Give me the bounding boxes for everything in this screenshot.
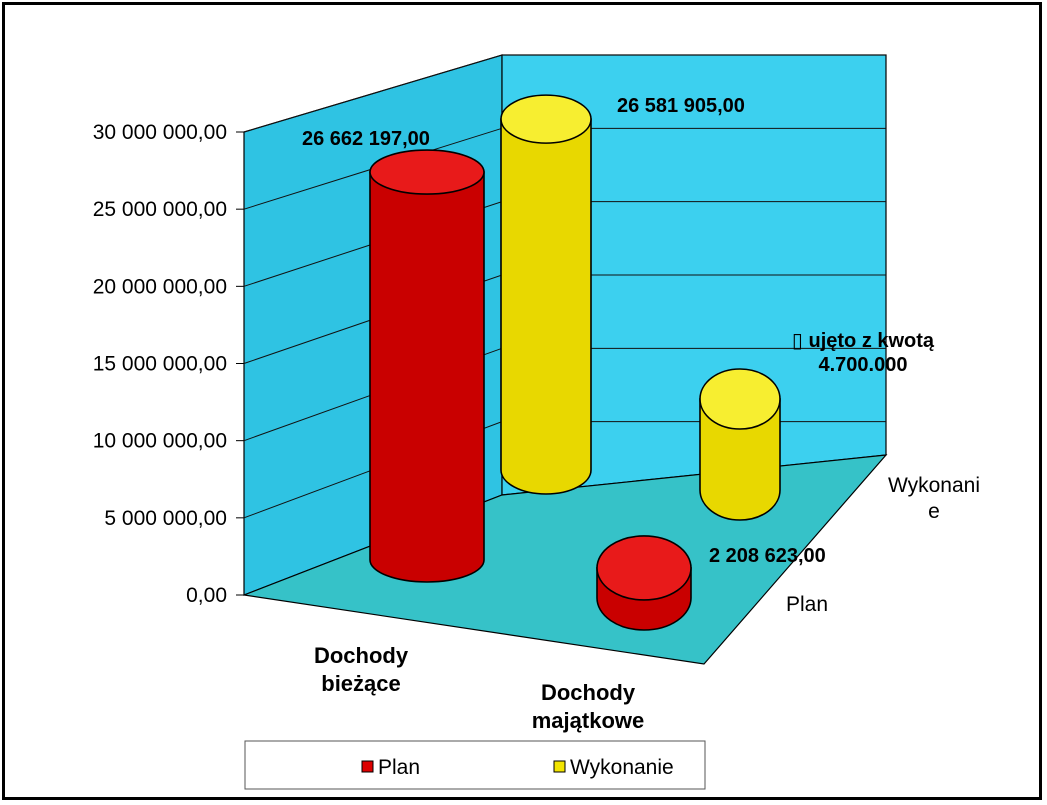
bar-plan-1 (596, 535, 692, 631)
bar-top (596, 535, 692, 601)
annotation-note: ▯ ujęto z kwotą 4.700.000 (792, 330, 935, 376)
category-label-majatkowe: Dochody majątkowe (532, 680, 645, 733)
y-tick-label: 30 000 000,00 (93, 121, 227, 144)
gridline (243, 54, 886, 133)
legend-label-plan: Plan (378, 756, 420, 779)
legend-swatch-plan (361, 760, 374, 773)
bar-body (500, 118, 592, 495)
data-label-plan-biezace: 26 662 197,00 (302, 128, 430, 150)
data-label-plan-majatkowe: 2 208 623,00 (709, 545, 826, 567)
y-tick-label: 5 000 000,00 (104, 507, 227, 530)
y-tick-label: 0,00 (186, 584, 227, 607)
y-tick-label: 15 000 000,00 (93, 353, 227, 376)
bar-top (500, 94, 592, 144)
category-label-biezace: Dochody bieżące (314, 643, 409, 696)
bar-top (369, 149, 485, 195)
bar-body (369, 171, 485, 583)
chart: 0,00 5 000 000,00 10 000 000,00 15 000 000,… (93, 54, 980, 790)
y-tick-label: 25 000 000,00 (93, 198, 227, 221)
y-tick-label: 20 000 000,00 (93, 275, 227, 298)
bar-wykonanie-0 (500, 94, 592, 495)
bar-top (699, 368, 781, 430)
legend-label-wykonanie: Wykonanie (570, 756, 674, 779)
depth-label-wykonanie: Wykonani e (888, 474, 980, 523)
legend: Plan Wykonanie (244, 740, 706, 790)
depth-label-plan: Plan (786, 593, 828, 616)
bars (369, 94, 781, 631)
legend-swatch-wykonanie (553, 760, 566, 773)
y-tick-label: 10 000 000,00 (93, 430, 227, 453)
bar-wykonanie-1 (699, 368, 781, 521)
data-label-wykonanie-biezace: 26 581 905,00 (617, 95, 745, 117)
bar-plan-0 (369, 149, 485, 583)
labels: 26 662 197,00 26 581 905,00 2 208 623,00 ▯ … (302, 95, 980, 733)
y-axis: 0,00 5 000 000,00 10 000 000,00 15 000 000,… (93, 121, 244, 607)
bar-body (699, 398, 781, 521)
